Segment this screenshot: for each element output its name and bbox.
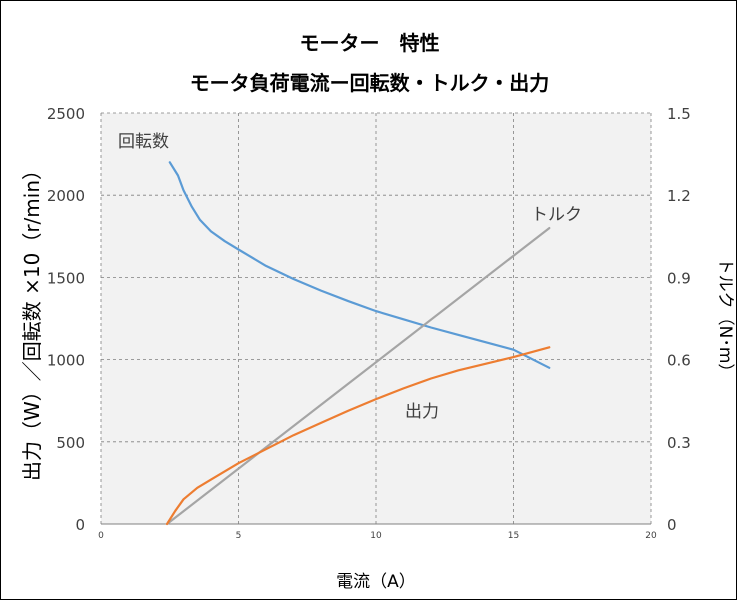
y-left-axis-title: 出力（W）／回転数 ×10（r/min） [20,160,44,481]
series-line-0 [168,161,551,369]
x-tick-label: 10 [370,531,382,541]
y-right-tick-label: 0.6 [667,352,691,370]
y-left-tick-label: 2000 [47,187,85,205]
y-right-axis-title: トルク（N･m） [715,258,735,381]
series-line-2 [165,346,551,526]
chart-subtitle: モータ負荷電流ー回転数・トルク・出力 [189,71,550,95]
x-tick-label: 0 [98,531,104,541]
x-tick-label: 5 [236,531,242,541]
y-right-tick-label: 1.2 [667,187,691,205]
gridlines [100,112,652,525]
series-label-rotation: 回転数 [118,132,169,152]
y-left-tick-label: 1500 [47,269,85,287]
y-left-tick-label: 1000 [47,352,85,370]
tick-labels: 0 5 10 15 20 0 500 1000 1500 2000 2500 0 0.3 0.6 0.9 1.… [47,105,691,541]
x-tick-label: 20 [645,531,657,541]
y-right-tick-label: 1.5 [667,105,691,123]
series-line-1 [165,227,551,526]
y-left-tick-label: 500 [56,434,85,452]
y-right-tick-label: 0 [667,516,677,534]
x-axis-title: 電流（A） [336,572,416,592]
x-tick-label: 15 [508,531,519,541]
y-right-tick-label: 0.3 [667,434,691,452]
series-group [165,161,551,526]
y-left-tick-label: 2500 [47,105,85,123]
y-right-tick-label: 0.9 [667,269,691,287]
y-left-tick-label: 0 [75,516,85,534]
chart-title: モーター 特性 [299,31,440,55]
series-label-power: 出力 [405,402,439,422]
series-label-torque: トルク [531,205,582,225]
